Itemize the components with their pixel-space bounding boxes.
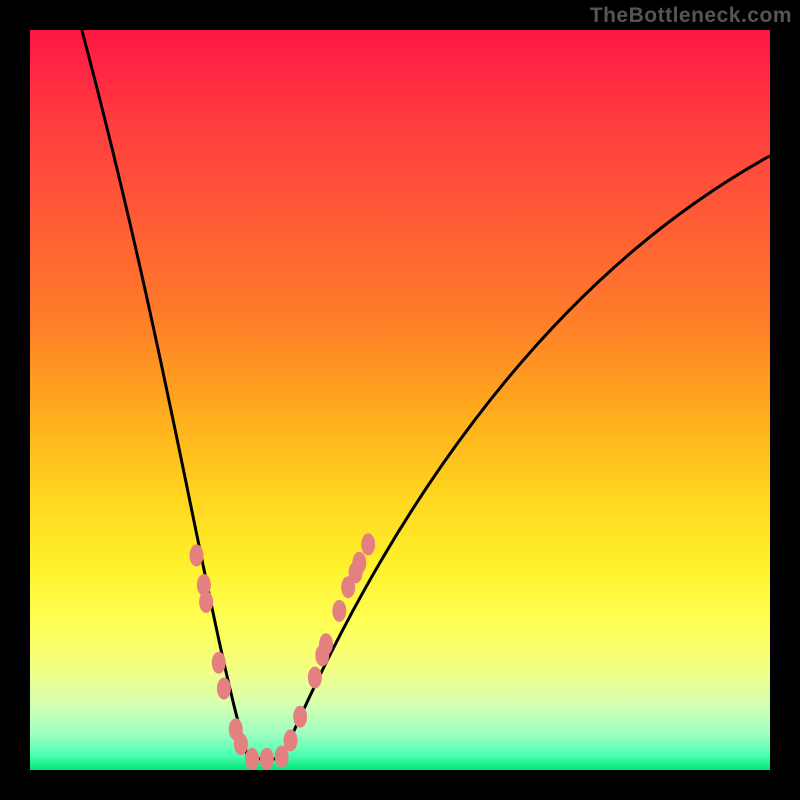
curve-marker (352, 552, 366, 574)
curve-marker (234, 733, 248, 755)
watermark-text: TheBottleneck.com (590, 4, 792, 28)
bottleneck-curve (30, 30, 770, 770)
curve-marker (308, 667, 322, 689)
curve-marker (319, 633, 333, 655)
chart-canvas: TheBottleneck.com (0, 0, 800, 800)
curve-marker (260, 748, 274, 770)
plot-area (30, 30, 770, 770)
curve-marker (190, 544, 204, 566)
curve-marker (293, 706, 307, 728)
curve-marker (217, 678, 231, 700)
curve-marker (199, 591, 213, 613)
curve-marker (245, 748, 259, 770)
curve-marker (361, 533, 375, 555)
curve-marker (283, 729, 297, 751)
curve-marker (332, 600, 346, 622)
curve-marker (212, 652, 226, 674)
